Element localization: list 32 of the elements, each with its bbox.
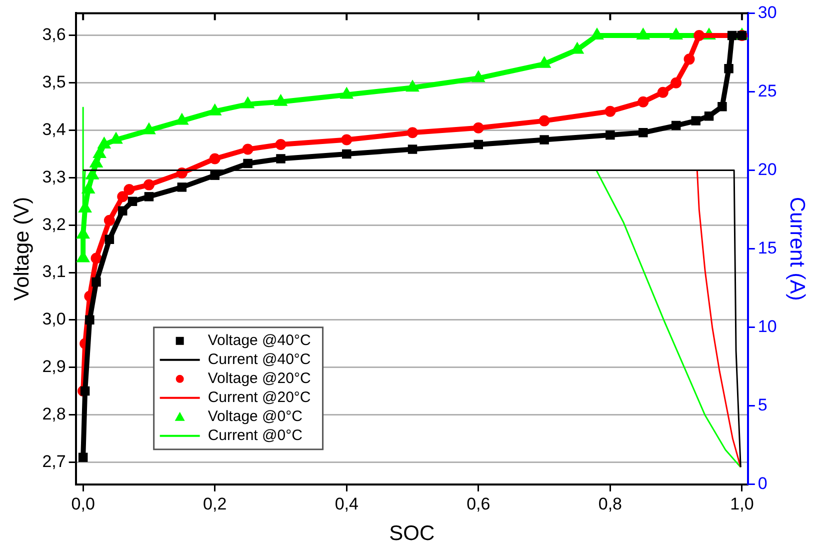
y-tick-label: 3,5 (42, 72, 66, 92)
y-tick-label: 3,0 (42, 310, 66, 329)
y-tick-label: 3,3 (42, 167, 66, 186)
legend-label: Voltage @20°C (208, 370, 311, 388)
y2-tick-label: 10 (758, 317, 777, 336)
y-tick-label: 2,8 (42, 404, 66, 424)
y-tick-label: 3,4 (42, 120, 66, 139)
y2-tick-label: 5 (758, 396, 768, 415)
x-tick-label: 0,8 (598, 494, 622, 514)
legend-label: Current @40°C (208, 351, 311, 368)
y2-tick-label: 25 (758, 81, 777, 100)
x-tick-label: 0,6 (466, 494, 490, 514)
y-tick-label: 3,2 (42, 214, 66, 234)
y2-tick-label: 0 (758, 474, 768, 494)
y-axis-title: Voltage (V) (10, 196, 34, 301)
x-tick-label: 0,2 (203, 494, 227, 514)
y-tick-label: 2,9 (42, 357, 66, 376)
x-axis-title: SOC (389, 522, 435, 546)
x-tick-label: 0,4 (334, 494, 358, 514)
y2-tick-label: 20 (758, 160, 777, 179)
y2-tick-label: 15 (758, 238, 777, 258)
x-tick-label: 0,0 (71, 494, 95, 514)
legend-label: Voltage @0°C (208, 408, 303, 426)
x-tick-label: 1,0 (730, 494, 754, 514)
y-tick-label: 2,7 (42, 452, 66, 471)
legend-label: Current @0°C (208, 427, 303, 444)
legend-label: Voltage @40°C (208, 332, 311, 350)
y-tick-label: 3,6 (42, 25, 66, 44)
y2-tick-label: 30 (758, 2, 777, 22)
legend-label: Current @20°C (208, 389, 311, 406)
y2-axis-title: Current (A) (786, 196, 809, 301)
y-tick-label: 3,1 (42, 262, 66, 282)
